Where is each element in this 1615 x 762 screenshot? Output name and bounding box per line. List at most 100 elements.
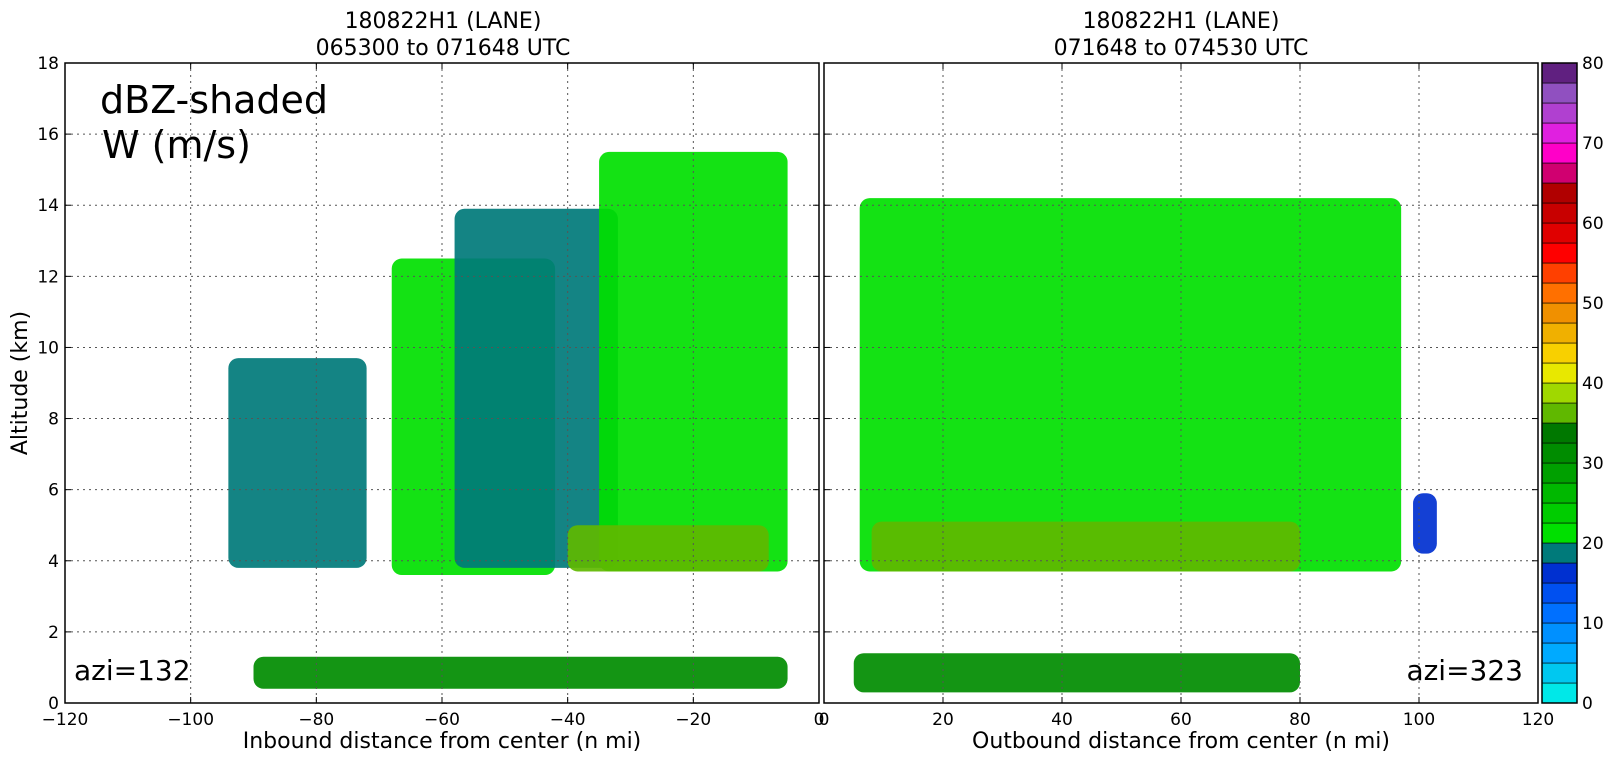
outbound-grid <box>824 63 1538 703</box>
echo-region <box>228 358 367 568</box>
outbound-echo-field <box>853 198 1437 693</box>
colorbar-swatch <box>1541 82 1578 104</box>
x-tick-label: 0 <box>819 710 830 730</box>
colorbar-swatch <box>1541 462 1578 484</box>
x-tick-label: 40 <box>1051 710 1073 730</box>
colorbar-tick-label: 80 <box>1582 54 1604 74</box>
x-tick-label: 120 <box>1522 710 1554 730</box>
inbound-y-axis-label: Altitude (km) <box>8 311 33 455</box>
panel-inbound-title-line1: 180822H1 (LANE) <box>345 9 542 34</box>
colorbar-swatch <box>1541 682 1578 704</box>
x-tick-label: −60 <box>424 710 460 730</box>
panel-outbound-title-line1: 180822H1 (LANE) <box>1083 9 1280 34</box>
colorbar-swatch <box>1541 222 1578 244</box>
y-tick-label: 2 <box>48 623 59 643</box>
panel-outbound: 180822H1 (LANE) 071648 to 074530 UTC 0 20… <box>819 9 1555 754</box>
colorbar-swatch <box>1541 642 1578 664</box>
echo-region <box>871 521 1300 572</box>
outbound-y-ticks <box>824 62 1538 704</box>
annotation-dbz-shaded: dBZ-shaded <box>100 78 328 122</box>
inbound-grid <box>65 63 819 703</box>
y-tick-label: 8 <box>48 410 59 430</box>
echo-region <box>253 656 788 689</box>
colorbar-swatch <box>1541 502 1578 524</box>
outbound-x-axis-label: Outbound distance from center (n mi) <box>972 729 1390 754</box>
echo-region <box>567 525 769 572</box>
colorbar-swatch <box>1541 342 1578 364</box>
x-tick-label: −120 <box>42 710 89 730</box>
colorbar-swatch <box>1541 622 1578 644</box>
echo-region <box>454 208 618 568</box>
colorbar: 0 10 20 30 40 50 60 70 80 <box>1541 54 1604 714</box>
y-tick-label: 0 <box>48 694 59 714</box>
colorbar-tick-label: 0 <box>1582 694 1593 714</box>
y-tick-label: 6 <box>48 481 59 501</box>
y-tick-label: 16 <box>37 125 59 145</box>
colorbar-frame <box>1541 62 1578 704</box>
colorbar-tick-label: 40 <box>1582 374 1604 394</box>
echo-region <box>853 653 1300 693</box>
x-tick-label: −80 <box>298 710 334 730</box>
annotation-azi-outbound: azi=323 <box>1406 654 1523 687</box>
colorbar-swatch <box>1541 542 1578 564</box>
echo-region <box>1413 493 1437 554</box>
x-tick-label: −20 <box>675 710 711 730</box>
echo-region <box>859 198 1402 572</box>
colorbar-tick-label: 30 <box>1582 454 1604 474</box>
inbound-y-ticks: 0 2 4 6 8 10 12 14 16 18 <box>37 54 819 714</box>
inbound-echo-field <box>228 151 788 689</box>
colorbar-tick-label: 20 <box>1582 534 1604 554</box>
colorbar-swatches <box>1541 62 1578 704</box>
x-tick-label: 0 <box>814 710 825 730</box>
colorbar-swatch <box>1541 662 1578 684</box>
x-tick-label: 80 <box>1289 710 1311 730</box>
inbound-x-ticks: −120 −100 −80 −60 −40 −20 0 <box>42 63 825 730</box>
colorbar-swatch <box>1541 402 1578 424</box>
colorbar-swatch <box>1541 562 1578 584</box>
y-tick-label: 14 <box>37 196 59 216</box>
colorbar-swatch <box>1541 182 1578 204</box>
colorbar-swatch <box>1541 202 1578 224</box>
annotation-w-units: W (m/s) <box>102 123 251 167</box>
colorbar-swatch <box>1541 322 1578 344</box>
echo-region <box>599 151 788 572</box>
colorbar-swatch <box>1541 102 1578 124</box>
colorbar-tick-label: 70 <box>1582 134 1604 154</box>
panel-outbound-title-line2: 071648 to 074530 UTC <box>1054 36 1309 61</box>
inbound-x-axis-label: Inbound distance from center (n mi) <box>243 729 642 754</box>
colorbar-swatch <box>1541 162 1578 184</box>
x-tick-label: 20 <box>932 710 954 730</box>
colorbar-tick-label: 60 <box>1582 214 1604 234</box>
panel-inbound-title-line2: 065300 to 071648 UTC <box>316 36 571 61</box>
colorbar-swatch <box>1541 122 1578 144</box>
colorbar-swatch <box>1541 382 1578 404</box>
panel-inbound: 180822H1 (LANE) 065300 to 071648 UTC −12… <box>8 9 824 754</box>
colorbar-swatch <box>1541 582 1578 604</box>
colorbar-swatch <box>1541 262 1578 284</box>
colorbar-swatch <box>1541 242 1578 264</box>
colorbar-swatch <box>1541 442 1578 464</box>
colorbar-swatch <box>1541 522 1578 544</box>
outbound-x-ticks: 0 20 40 60 80 100 120 <box>819 63 1554 730</box>
y-tick-label: 18 <box>37 54 59 74</box>
colorbar-swatch <box>1541 62 1578 84</box>
colorbar-swatch <box>1541 142 1578 164</box>
y-tick-label: 4 <box>48 552 59 572</box>
colorbar-ticks: 0 10 20 30 40 50 60 70 80 <box>1582 54 1604 714</box>
colorbar-tick-label: 50 <box>1582 294 1604 314</box>
x-tick-label: −100 <box>167 710 214 730</box>
colorbar-tick-label: 10 <box>1582 614 1604 634</box>
colorbar-swatch <box>1541 302 1578 324</box>
y-tick-label: 12 <box>37 267 59 287</box>
annotation-azi-inbound: azi=132 <box>74 654 191 687</box>
x-tick-label: 100 <box>1403 710 1435 730</box>
x-tick-label: −40 <box>550 710 586 730</box>
colorbar-swatch <box>1541 422 1578 444</box>
colorbar-swatch <box>1541 602 1578 624</box>
colorbar-swatch <box>1541 362 1578 384</box>
colorbar-swatch <box>1541 482 1578 504</box>
colorbar-swatch <box>1541 282 1578 304</box>
x-tick-label: 60 <box>1170 710 1192 730</box>
y-tick-label: 10 <box>37 338 59 358</box>
